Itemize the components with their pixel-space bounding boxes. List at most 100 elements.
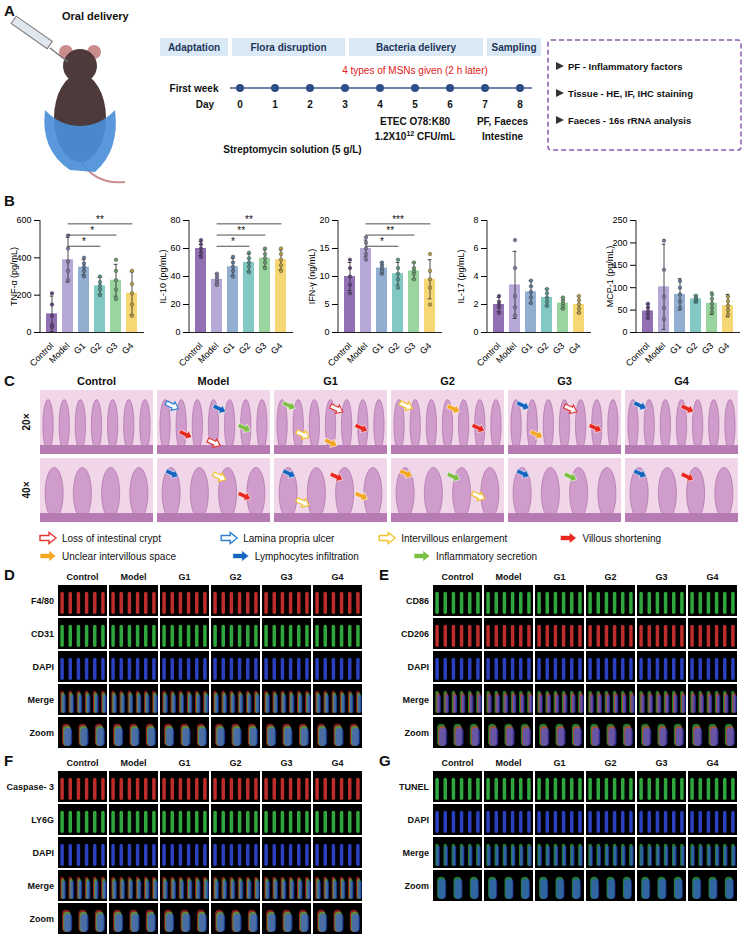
svg-text:F: F bbox=[4, 752, 13, 769]
svg-text:**: ** bbox=[386, 225, 394, 236]
svg-text:G3: G3 bbox=[655, 572, 667, 582]
svg-text:G1: G1 bbox=[221, 341, 237, 357]
svg-text:CD86: CD86 bbox=[406, 596, 429, 606]
svg-text:Model: Model bbox=[643, 341, 667, 365]
svg-text:DAPI: DAPI bbox=[32, 662, 54, 672]
svg-text:G: G bbox=[379, 752, 391, 769]
svg-text:Zoom: Zoom bbox=[405, 881, 430, 891]
svg-text:G3: G3 bbox=[700, 341, 716, 357]
svg-text:*: * bbox=[231, 236, 235, 247]
svg-text:8: 8 bbox=[517, 99, 523, 110]
svg-text:4: 4 bbox=[377, 99, 383, 110]
svg-text:15: 15 bbox=[319, 243, 329, 253]
svg-text:8: 8 bbox=[473, 215, 478, 225]
svg-text:LY6G: LY6G bbox=[31, 815, 54, 825]
svg-text:0: 0 bbox=[473, 327, 478, 337]
svg-text:G4: G4 bbox=[706, 572, 718, 582]
svg-text:10: 10 bbox=[319, 271, 329, 281]
svg-text:G3: G3 bbox=[253, 341, 269, 357]
svg-text:G2: G2 bbox=[604, 758, 616, 768]
svg-text:Merge: Merge bbox=[27, 881, 54, 891]
svg-text:6: 6 bbox=[447, 99, 453, 110]
svg-text:4 types of MSNs given (2 h lat: 4 types of MSNs given (2 h later) bbox=[342, 65, 488, 76]
svg-text:*: * bbox=[90, 225, 94, 236]
svg-text:Faeces - 16s rRNA analysis: Faeces - 16s rRNA analysis bbox=[568, 115, 691, 126]
svg-text:Model: Model bbox=[496, 758, 522, 768]
svg-text:**: ** bbox=[96, 214, 104, 225]
svg-text:Control: Control bbox=[442, 572, 474, 582]
svg-text:Caspase- 3: Caspase- 3 bbox=[6, 782, 54, 792]
svg-text:0: 0 bbox=[175, 327, 180, 337]
svg-text:0: 0 bbox=[26, 327, 31, 337]
svg-text:CD31: CD31 bbox=[31, 629, 54, 639]
svg-text:MCP-1 (pg/mL): MCP-1 (pg/mL) bbox=[605, 246, 615, 308]
svg-text:Lamina propria ulcer: Lamina propria ulcer bbox=[243, 533, 335, 544]
svg-text:G1: G1 bbox=[553, 572, 565, 582]
svg-text:Unclear intervillous space: Unclear intervillous space bbox=[62, 551, 176, 562]
svg-text:2: 2 bbox=[473, 299, 478, 309]
svg-text:5: 5 bbox=[324, 299, 329, 309]
svg-text:20×: 20× bbox=[21, 413, 32, 430]
svg-text:Zoom: Zoom bbox=[405, 728, 430, 738]
svg-text:6: 6 bbox=[473, 243, 478, 253]
svg-text:G4: G4 bbox=[716, 341, 732, 357]
svg-text:Control: Control bbox=[77, 375, 116, 387]
svg-text:D: D bbox=[4, 566, 15, 583]
svg-text:G4: G4 bbox=[674, 375, 690, 387]
svg-text:G4: G4 bbox=[331, 572, 343, 582]
svg-text:3: 3 bbox=[342, 99, 348, 110]
svg-text:TUNEL: TUNEL bbox=[399, 782, 429, 792]
svg-text:0: 0 bbox=[324, 327, 329, 337]
svg-text:*: * bbox=[82, 236, 86, 247]
svg-text:Lymphocytes infiltration: Lymphocytes infiltration bbox=[255, 551, 359, 562]
svg-text:DAPI: DAPI bbox=[32, 848, 54, 858]
svg-text:CD206: CD206 bbox=[401, 629, 429, 639]
svg-text:7: 7 bbox=[482, 99, 488, 110]
svg-text:50: 50 bbox=[617, 305, 627, 315]
svg-text:Sampling: Sampling bbox=[491, 42, 536, 53]
svg-text:Model: Model bbox=[496, 572, 522, 582]
svg-text:G3: G3 bbox=[402, 341, 418, 357]
svg-text:*: * bbox=[380, 236, 384, 247]
svg-text:Oral delivery: Oral delivery bbox=[62, 10, 130, 22]
svg-text:Model: Model bbox=[494, 341, 518, 365]
svg-text:A: A bbox=[4, 2, 15, 19]
svg-text:G4: G4 bbox=[331, 758, 343, 768]
svg-text:Model: Model bbox=[196, 341, 220, 365]
svg-text:Model: Model bbox=[198, 375, 230, 387]
svg-text:Model: Model bbox=[345, 341, 369, 365]
svg-text:60: 60 bbox=[170, 243, 180, 253]
svg-text:First week: First week bbox=[170, 83, 219, 94]
svg-text:PF - Inflammatory factors: PF - Inflammatory factors bbox=[568, 61, 683, 72]
svg-text:20: 20 bbox=[319, 215, 329, 225]
svg-text:Merge: Merge bbox=[27, 695, 54, 705]
svg-text:Intestine: Intestine bbox=[482, 131, 524, 142]
svg-text:G1: G1 bbox=[323, 375, 338, 387]
svg-text:0: 0 bbox=[622, 327, 627, 337]
svg-text:G2: G2 bbox=[684, 341, 700, 357]
svg-text:0: 0 bbox=[237, 99, 243, 110]
svg-text:G2: G2 bbox=[229, 572, 241, 582]
svg-text:G1: G1 bbox=[370, 341, 386, 357]
svg-text:1: 1 bbox=[272, 99, 278, 110]
svg-text:G2: G2 bbox=[440, 375, 455, 387]
svg-text:G1: G1 bbox=[178, 572, 190, 582]
svg-text:Control: Control bbox=[67, 758, 99, 768]
svg-text:G2: G2 bbox=[386, 341, 402, 357]
svg-text:40×: 40× bbox=[21, 481, 32, 498]
svg-text:G3: G3 bbox=[557, 375, 572, 387]
svg-text:Inflammatory secretion: Inflammatory secretion bbox=[436, 551, 537, 562]
svg-text:G4: G4 bbox=[567, 341, 583, 357]
svg-text:Control: Control bbox=[67, 572, 99, 582]
svg-text:G2: G2 bbox=[229, 758, 241, 768]
svg-text:G1: G1 bbox=[668, 341, 684, 357]
svg-text:G2: G2 bbox=[88, 341, 104, 357]
svg-text:C: C bbox=[4, 372, 15, 389]
svg-text:G4: G4 bbox=[269, 341, 285, 357]
svg-text:2: 2 bbox=[307, 99, 313, 110]
svg-text:Bacteria delivery: Bacteria delivery bbox=[376, 42, 456, 53]
svg-text:Model: Model bbox=[47, 341, 71, 365]
svg-text:Merge: Merge bbox=[402, 695, 429, 705]
svg-text:G1: G1 bbox=[178, 758, 190, 768]
svg-text:Intervillous enlargement: Intervillous enlargement bbox=[401, 533, 507, 544]
